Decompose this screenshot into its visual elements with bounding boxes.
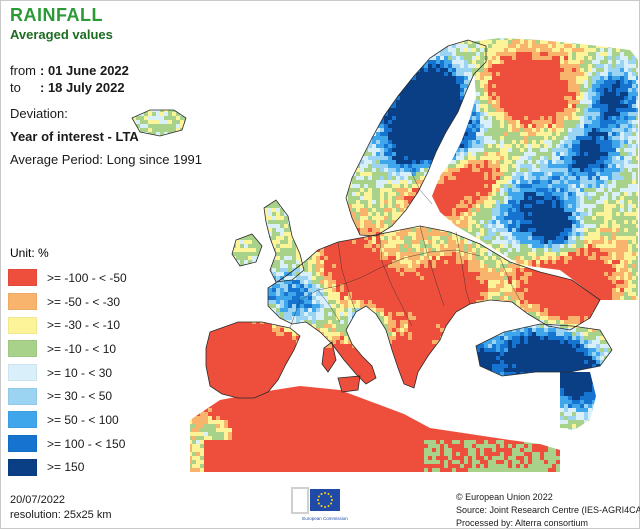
legend-swatch: [8, 387, 37, 405]
legend-label: >= 100 - < 150: [47, 436, 126, 451]
eu-flag-icon: European Commission: [287, 484, 349, 526]
legend-item: >= 10 - < 30: [8, 361, 158, 385]
legend-label: >= 50 - < 100: [47, 412, 119, 427]
legend-swatch: [8, 340, 37, 358]
legend-swatch: [8, 458, 37, 476]
legend-label: >= -100 - < -50: [47, 270, 127, 285]
legend-item: >= 150: [8, 456, 158, 480]
deviation-label: Deviation:: [10, 106, 68, 121]
legend-items: >= -100 - < -50 >= -50 - < -30 >= -30 - < …: [8, 266, 158, 479]
legend-swatch: [8, 293, 37, 311]
legend-item: >= -30 - < -10: [8, 313, 158, 337]
legend-swatch: [8, 269, 37, 287]
to-label: to: [10, 80, 21, 95]
year-of-interest: Year of interest - LTA: [10, 129, 139, 144]
from-label: from: [10, 63, 36, 78]
legend-label: >= 10 - < 30: [47, 365, 113, 380]
resolution: resolution: 25x25 km: [10, 509, 112, 521]
map-title: RAINFALL: [10, 5, 103, 25]
legend-label: >= -10 - < 10: [47, 341, 117, 356]
legend-item: >= 100 - < 150: [8, 432, 158, 456]
legend-swatch: [8, 435, 37, 453]
legend-swatch: [8, 316, 37, 334]
from-date: : 01 June 2022: [40, 63, 129, 78]
legend-item: >= -50 - < -30: [8, 290, 158, 314]
legend-label: >= 30 - < 50: [47, 389, 113, 404]
legend: Unit: % >= -100 - < -50 >= -50 - < -30 >= …: [8, 246, 158, 479]
country-borders: [289, 169, 521, 329]
legend-swatch: [8, 411, 37, 429]
legend-item: >= 50 - < 100: [8, 408, 158, 432]
map-subtitle: Averaged values: [10, 27, 113, 42]
processed-by: Processed by: Alterra consortium: [456, 518, 589, 528]
source: Source: Joint Research Centre (IES-AGRI4…: [456, 505, 640, 515]
legend-unit: Unit: %: [10, 246, 49, 260]
rainfall-grid: [132, 38, 638, 472]
coastline-outlines: [131, 39, 613, 399]
legend-label: >= -50 - < -30: [47, 294, 121, 309]
copyright: © European Union 2022: [456, 492, 553, 502]
legend-item: >= -100 - < -50: [8, 266, 158, 290]
legend-label: >= -30 - < -10: [47, 318, 121, 333]
legend-label: >= 150: [47, 460, 85, 475]
legend-swatch: [8, 364, 37, 382]
map-date: 20/07/2022: [10, 494, 66, 506]
legend-item: >= 30 - < 50: [8, 384, 158, 408]
to-date: : 18 July 2022: [40, 80, 125, 95]
legend-item: >= -10 - < 10: [8, 337, 158, 361]
average-period: Average Period: Long since 1991: [10, 152, 203, 167]
